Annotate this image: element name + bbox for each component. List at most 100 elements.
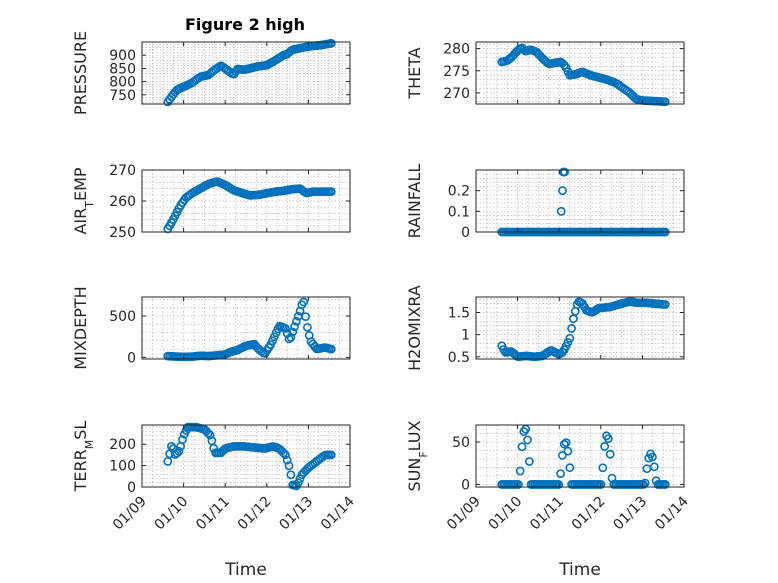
data-point xyxy=(326,450,336,460)
data-point xyxy=(280,450,290,460)
data-point xyxy=(203,428,213,438)
y-axis-label-subscript: T xyxy=(83,201,96,209)
y-tick-label: 900 xyxy=(109,48,136,64)
data-point xyxy=(290,322,299,332)
data-point xyxy=(563,338,573,347)
data-point xyxy=(284,461,294,471)
data-point xyxy=(563,446,573,456)
x-axis-label: Time xyxy=(224,560,267,580)
subplot-sun_flux: 0 50 01/09 01/10 01/11 01/12 01/13 01/14 SUNFLUX… xyxy=(405,420,692,580)
subplot-theta: 270 275 280 THETA xyxy=(405,41,685,107)
data-point xyxy=(561,438,571,448)
axes-frame xyxy=(475,424,685,488)
data-point xyxy=(286,332,296,342)
data-point xyxy=(523,435,532,445)
y-tick-label: 0 xyxy=(127,350,136,366)
x-tick-label: 01/10 xyxy=(152,494,192,534)
data-point xyxy=(178,435,187,445)
y-tick-label: 0 xyxy=(461,225,470,241)
data-point xyxy=(605,449,615,459)
data-point xyxy=(600,442,610,451)
y-tick-label: 0.5 xyxy=(448,350,470,366)
data-point xyxy=(556,206,566,216)
data-point xyxy=(279,448,288,458)
y-tick-label: 270 xyxy=(443,86,470,102)
data-point xyxy=(524,457,534,466)
data-point xyxy=(565,333,575,343)
data-point xyxy=(660,480,670,489)
x-tick-label: 01/14 xyxy=(318,493,358,533)
x-tick-label: 01/12 xyxy=(235,494,275,534)
data-point xyxy=(554,480,564,489)
axes-frame xyxy=(475,169,685,233)
data-point xyxy=(513,480,523,489)
data-point xyxy=(567,324,576,333)
y-tick-label: 100 xyxy=(109,459,136,475)
y-axis-label: MIXDEPTH xyxy=(71,286,90,369)
y-axis-label-suffix: LUX xyxy=(405,420,424,451)
data-point xyxy=(559,439,569,449)
axes-frame xyxy=(141,424,351,488)
y-axis-label: RAINFALL xyxy=(405,164,424,239)
data-point xyxy=(558,186,567,196)
x-tick-label: 01/13 xyxy=(276,494,316,534)
y-tick-label: 1 xyxy=(461,328,470,344)
data-point xyxy=(172,448,182,458)
subplot-h2omixra: 0.5 1 1.5 H2OMIXRA xyxy=(405,285,685,371)
y-tick-label: 275 xyxy=(443,64,470,80)
subplot-mixdepth: 0 500 MIXDEPTH xyxy=(71,286,351,370)
y-tick-label: 270 xyxy=(109,163,136,179)
axes-frame xyxy=(141,296,351,360)
subplot-rainfall: 0 0.1 0.2 RAINFALL xyxy=(405,164,685,241)
y-axis-label: H2OMIXRA xyxy=(405,285,424,371)
y-tick-label: 50 xyxy=(452,435,470,451)
x-tick-label: 01/09 xyxy=(110,494,150,534)
y-tick-label: 280 xyxy=(443,42,470,58)
figure-title: Figure 2 high xyxy=(185,15,305,34)
y-tick-label: 800 xyxy=(109,75,136,91)
data-point xyxy=(596,480,606,489)
x-axis-label: Time xyxy=(558,560,601,580)
data-point xyxy=(660,97,670,107)
axes-frame xyxy=(475,41,685,105)
subplot-air_temp: 250 260 270 AIRTEMP xyxy=(71,163,351,241)
data-point xyxy=(598,463,608,473)
y-axis-label-suffix: SL xyxy=(71,421,90,440)
x-tick-label: 01/12 xyxy=(569,494,609,534)
y-axis-label: TERRMSL xyxy=(71,421,96,493)
data-point xyxy=(288,327,298,337)
data-point xyxy=(565,463,575,473)
y-tick-label: 260 xyxy=(109,194,136,210)
y-tick-label: 850 xyxy=(109,61,136,77)
x-tick-label: 01/11 xyxy=(527,494,567,534)
data-point xyxy=(286,470,296,480)
data-point xyxy=(326,187,336,197)
data-point xyxy=(174,446,184,456)
x-tick-label: 01/10 xyxy=(486,494,526,534)
data-point xyxy=(515,466,525,476)
data-point xyxy=(517,442,527,452)
y-axis-label-subscript: F xyxy=(417,451,430,457)
data-point xyxy=(326,344,336,354)
y-tick-label: 0.1 xyxy=(448,204,470,220)
axes-frame xyxy=(475,296,685,360)
y-tick-label: 500 xyxy=(109,309,136,325)
data-point xyxy=(280,323,290,333)
axes-frame xyxy=(141,41,351,105)
data-point xyxy=(326,38,336,48)
data-point xyxy=(284,334,294,344)
data-point xyxy=(302,322,312,332)
data-point xyxy=(558,450,567,460)
data-point xyxy=(299,297,309,307)
data-point xyxy=(205,430,215,440)
x-tick-label: 01/11 xyxy=(193,494,233,534)
x-tick-label: 01/13 xyxy=(610,494,650,534)
y-axis-label: AIRTEMP xyxy=(71,167,96,234)
data-point xyxy=(301,312,310,322)
x-tick-label: 01/14 xyxy=(652,493,692,533)
y-tick-label: 750 xyxy=(109,88,136,104)
data-point xyxy=(556,469,565,478)
data-point xyxy=(649,462,659,472)
